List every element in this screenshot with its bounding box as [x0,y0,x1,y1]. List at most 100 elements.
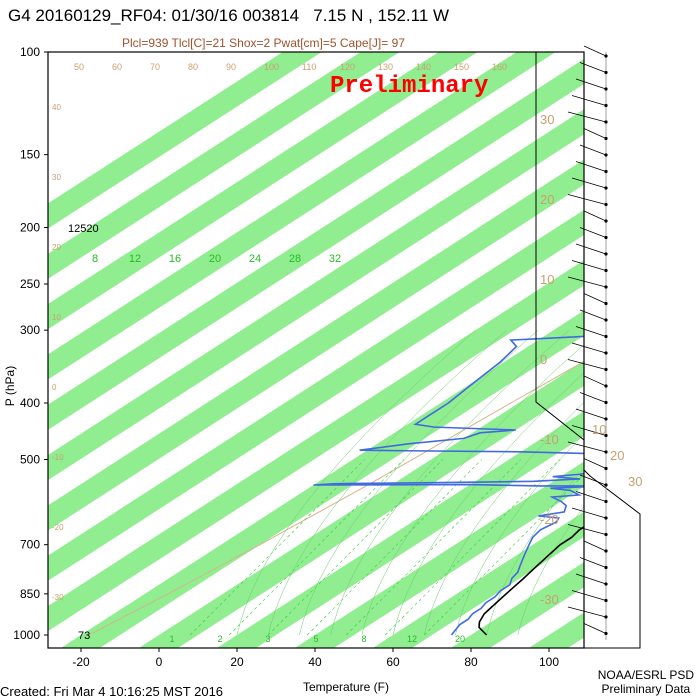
adiabat-side-label: -10 [52,453,64,462]
moist-adiabat [299,329,539,636]
mixing-ratio-label: 16 [169,253,181,265]
mixing-ratio-bottom-label: 3 [265,634,270,644]
mixing-ratio-label: 24 [249,253,261,265]
isotherm-side-label: 0 [540,352,547,367]
mixing-ratio-label: 28 [289,253,301,265]
wind-barb [583,540,607,552]
isotherm-band [528,612,584,648]
isotherm-label: 50 [74,62,84,72]
wind-barb [579,62,607,73]
wind-side-label: 20 [610,448,624,463]
isotherm-band [48,52,322,229]
y-tick-label: 200 [20,221,40,235]
mixing-ratio-line [189,459,365,636]
x-tick-label: 20 [230,655,244,669]
y-tick-label: 500 [20,452,40,466]
chart-subtitle: Plcl=939 Tlcl[C]=21 Shox=2 Pwat[cm]=5 Ca… [122,36,405,50]
preliminary-watermark: Preliminary [330,73,488,100]
moist-adiabat [236,329,476,636]
isotherm-band [604,25,700,649]
mixing-ratio-label: 20 [209,253,221,265]
isotherm-side-label: 30 [540,112,554,127]
isotherm-side-label: -20 [540,512,559,527]
isotherm-band [294,461,584,648]
mixing-ratio-line [228,459,404,636]
moist-adiabat [330,329,570,636]
wind-barb [579,474,607,486]
wind-barb [575,243,607,255]
wind-barb [575,491,607,502]
y-axis-label: P (hPa) [3,366,17,406]
adiabat-side-label: 30 [52,173,61,182]
adiabat-side-label: 0 [52,383,57,392]
x-tick-label: 100 [539,655,559,669]
wind-barb [583,210,607,222]
adiabat-side-label: 10 [52,313,61,322]
wind-barb [571,260,607,271]
wind-barb [567,111,607,123]
moist-adiabat [517,506,584,636]
isotherm-label: 160 [492,62,507,72]
top-height-label: 12520 [68,223,99,235]
y-tick-label: 150 [20,148,40,162]
moist-adiabat [423,401,584,636]
mixing-ratio-label: 32 [329,253,341,265]
adiabat-side-label: 20 [52,243,61,252]
mixing-ratio-bottom-label: 12 [407,634,417,644]
y-tick-label: 700 [20,538,40,552]
isotherm-side-label: 10 [540,272,554,287]
mixing-ratio-label: 8 [92,253,98,265]
isotherm-label: 60 [112,62,122,72]
mixing-ratio-bottom-label: 5 [313,634,318,644]
wind-barb [571,590,607,601]
bottom-height-label: 73 [78,630,90,642]
moist-adiabat [361,344,584,636]
wind-side-label: 10 [592,422,606,437]
isotherm-label: 110 [302,62,316,72]
isotherm-band [60,310,584,648]
mixing-ratio-line [423,473,584,636]
wind-barb [571,95,607,106]
y-tick-label: 300 [20,323,40,337]
credit-status: Preliminary Data [601,682,691,696]
isotherm-band [48,58,584,430]
x-tick-label: 0 [156,655,163,669]
wind-barb [567,194,607,205]
isotherm-band [48,52,556,380]
plot-frame [47,51,585,649]
credit-org: NOAA/ESRL PSD [597,668,694,682]
wind-barb [567,441,607,453]
wind-barb [583,375,607,387]
mixing-ratio-line [384,459,560,636]
mixing-ratio-bottom-label: 2 [217,634,222,644]
series-temperature [478,525,584,636]
adiabat-side-label: -20 [52,523,64,532]
mixing-ratio-line [267,459,443,636]
adiabat-side-label: 40 [52,103,61,112]
wind-barb [571,425,607,436]
mixing-ratio-label: 12 [129,253,141,265]
mixing-ratio-line [306,459,482,636]
wind-barb [575,326,607,337]
credit-block: NOAA/ESRL PSD Preliminary Data [598,668,694,696]
isotherm-label: 90 [226,62,236,72]
wind-barb [583,623,607,634]
wind-barb [579,227,607,238]
wind-barb [575,161,607,172]
wind-barb [575,573,607,585]
wind-panel-outline [535,52,641,649]
isotherm-side-label: -10 [540,432,559,447]
mixing-ratio-bottom-label: 8 [361,634,366,644]
wind-side-label: 30 [628,474,642,489]
wind-barb [567,276,607,288]
wind-barb [583,293,607,304]
wind-barb [567,606,607,618]
y-tick-label: 250 [20,277,40,291]
isotherm-band [48,209,584,581]
y-tick-label: 400 [20,396,40,410]
moist-adiabat [392,372,584,636]
chart-title: G4 20160129_RF04: 01/30/16 003814 7.15 N… [8,6,450,25]
isotherm-band [372,511,584,648]
wind-barb [567,359,607,370]
